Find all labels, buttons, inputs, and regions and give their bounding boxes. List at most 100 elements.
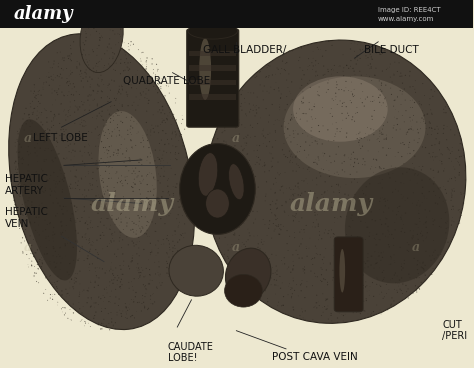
Point [398, 153, 406, 159]
Point [12, 159, 19, 164]
Point [119, 183, 127, 189]
Point [44, 177, 52, 183]
Point [305, 245, 313, 251]
Point [232, 188, 240, 194]
Point [96, 197, 103, 202]
Point [76, 60, 83, 66]
Point [433, 264, 440, 270]
Point [123, 311, 130, 317]
Point [78, 243, 86, 249]
Point [430, 178, 438, 184]
Point [415, 163, 423, 169]
Point [16, 126, 23, 132]
Point [246, 233, 254, 239]
Point [383, 152, 390, 158]
Point [27, 181, 35, 187]
Point [315, 155, 322, 161]
Point [109, 267, 117, 273]
Point [50, 224, 57, 230]
Point [251, 75, 259, 81]
Point [157, 110, 165, 116]
Point [231, 222, 238, 228]
Text: POST CAVA VEIN: POST CAVA VEIN [272, 353, 357, 362]
Point [89, 169, 97, 175]
Point [145, 145, 153, 151]
Point [182, 213, 190, 219]
Point [272, 117, 279, 123]
Point [28, 263, 36, 269]
Point [129, 165, 137, 171]
Point [383, 119, 391, 125]
Point [68, 86, 76, 92]
Point [44, 251, 51, 256]
Point [79, 288, 86, 294]
Point [20, 212, 27, 218]
Point [404, 195, 411, 201]
Point [327, 312, 335, 318]
Point [225, 194, 232, 200]
Point [225, 255, 232, 261]
Point [51, 188, 58, 194]
Point [251, 162, 259, 167]
Point [132, 290, 140, 296]
Point [302, 245, 310, 251]
Point [362, 284, 369, 290]
Point [53, 144, 60, 149]
Point [250, 148, 258, 154]
Point [106, 170, 113, 176]
Point [86, 84, 94, 90]
Point [90, 22, 98, 28]
Point [304, 80, 311, 86]
Point [304, 133, 312, 139]
Point [148, 219, 156, 225]
Point [116, 47, 124, 53]
Point [42, 236, 50, 241]
Point [46, 82, 53, 88]
Point [64, 114, 71, 120]
Point [118, 84, 126, 89]
Point [268, 163, 276, 169]
Point [130, 299, 137, 305]
Point [382, 94, 390, 100]
Point [375, 134, 383, 139]
Point [265, 222, 273, 227]
Point [357, 146, 365, 152]
Point [313, 274, 321, 280]
Point [267, 186, 275, 192]
Point [133, 299, 141, 305]
Point [45, 131, 53, 137]
Point [421, 112, 428, 118]
Point [216, 235, 223, 241]
Point [374, 253, 382, 259]
Point [419, 259, 427, 265]
Point [218, 198, 226, 204]
Point [228, 242, 236, 248]
Point [157, 158, 164, 164]
Point [173, 216, 181, 222]
Point [400, 222, 407, 227]
Point [70, 92, 77, 98]
Point [457, 212, 465, 218]
Point [12, 166, 19, 172]
Point [86, 246, 94, 252]
Point [171, 228, 178, 234]
Point [417, 202, 424, 208]
Point [265, 256, 273, 262]
Point [129, 226, 137, 232]
Point [298, 100, 306, 106]
Point [109, 323, 117, 329]
Point [419, 81, 427, 86]
Point [71, 109, 79, 115]
Point [379, 231, 387, 237]
Point [135, 159, 143, 165]
Point [110, 184, 118, 190]
Point [50, 123, 57, 128]
Point [276, 102, 283, 107]
Point [102, 117, 110, 123]
Point [455, 160, 462, 166]
Point [440, 126, 447, 132]
Point [91, 278, 99, 284]
Point [356, 270, 363, 276]
Point [113, 169, 120, 175]
Point [392, 270, 399, 276]
